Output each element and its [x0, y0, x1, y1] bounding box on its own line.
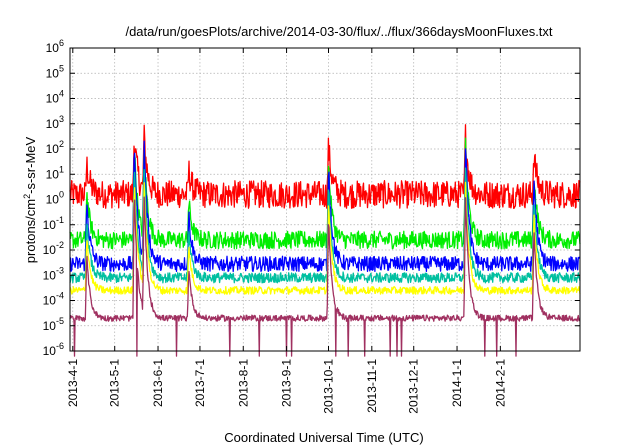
y-tick-exponent: -6	[56, 341, 64, 351]
y-tick-label: 106	[46, 38, 64, 55]
y-tick-label: 10-4	[43, 291, 64, 308]
x-axis-label: Coordinated Universal Time (UTC)	[224, 430, 423, 445]
y-tick-label: 104	[46, 89, 64, 106]
y-tick-label: 105	[46, 63, 64, 80]
y-tick-base: 10	[46, 167, 60, 181]
x-tick-label: 2013-4-1	[66, 359, 80, 407]
y-axis-label-prefix: protons/cm	[23, 199, 38, 263]
y-tick-exponent: 5	[59, 63, 64, 73]
y-tick-label: 103	[46, 114, 64, 131]
y-tick-base: 10	[43, 243, 57, 257]
y-tick-base: 10	[46, 117, 60, 131]
y-tick-exponent: 0	[59, 190, 64, 200]
y-tick-label: 102	[46, 139, 64, 156]
x-tick-label: 2014-2-1	[493, 359, 507, 407]
x-tick-label: 2013-8-1	[236, 359, 250, 407]
y-axis-label-sup: 2	[22, 194, 32, 199]
y-tick-exponent: -4	[56, 291, 64, 301]
y-tick-label: 100	[46, 190, 64, 207]
x-tick-label: 2013-10-1	[321, 359, 335, 414]
y-tick-label: 10-2	[43, 240, 64, 257]
series-line	[69, 181, 581, 295]
y-tick-exponent: 6	[59, 38, 64, 48]
y-tick-base: 10	[46, 66, 60, 80]
y-tick-base: 10	[43, 344, 57, 358]
y-tick-exponent: 2	[59, 139, 64, 149]
series-group	[69, 124, 581, 357]
y-tick-base: 10	[43, 319, 57, 333]
y-tick-label: 10-5	[43, 316, 64, 333]
x-tick-label: 2013-7-1	[193, 359, 207, 407]
y-tick-base: 10	[43, 268, 57, 282]
y-tick-base: 10	[46, 142, 60, 156]
chart-title: /data/run/goesPlots/archive/2014-03-30/f…	[125, 24, 552, 39]
x-tick-label: 2013-9-1	[280, 359, 294, 407]
y-tick-label: 101	[46, 164, 64, 181]
y-tick-base: 10	[46, 193, 60, 207]
y-tick-label: 10-6	[43, 341, 64, 358]
series-line	[69, 124, 581, 209]
x-tick-label: 2013-6-1	[151, 359, 165, 407]
y-tick-base: 10	[46, 41, 60, 55]
y-tick-exponent: -3	[56, 265, 64, 275]
x-tick-label: 2014-1-1	[450, 359, 464, 407]
series-line	[69, 140, 581, 273]
x-axis: 2013-4-1 2013-5-1 2013-6-1 2013-7-1 2013-8-1…	[66, 48, 507, 414]
series-line	[69, 196, 581, 357]
y-tick-exponent: -2	[56, 240, 64, 250]
x-tick-label: 2013-11-1	[365, 359, 379, 413]
y-axis: 10-610-510-410-310-210-11001011021031041…	[43, 38, 580, 358]
y-axis-label-suffix: -s-sr-MeV	[23, 136, 38, 193]
y-tick-base: 10	[46, 92, 60, 106]
y-tick-base: 10	[43, 218, 57, 232]
y-tick-exponent: 4	[59, 89, 64, 99]
y-tick-exponent: -1	[56, 215, 64, 225]
y-tick-exponent: 1	[59, 164, 64, 174]
x-tick-label: 2013-12-1	[407, 359, 421, 414]
x-tick-label: 2013-5-1	[108, 359, 122, 407]
y-tick-exponent: 3	[59, 114, 64, 124]
y-tick-exponent: -5	[56, 316, 64, 326]
y-tick-label: 10-3	[43, 265, 64, 282]
y-axis-label: protons/cm2-s-sr-MeV	[22, 136, 38, 263]
y-tick-base: 10	[43, 294, 57, 308]
series-line	[69, 167, 581, 284]
y-tick-label: 10-1	[43, 215, 64, 232]
series-line	[69, 137, 581, 250]
